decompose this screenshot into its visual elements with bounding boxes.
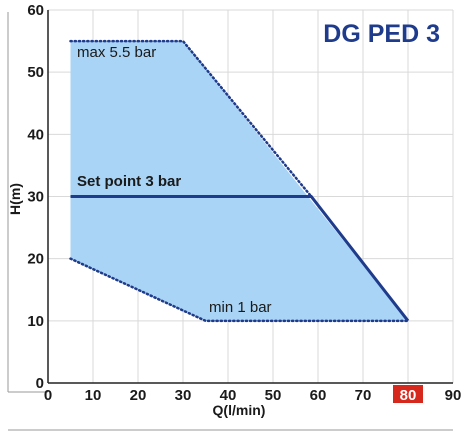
axes	[7, 10, 453, 431]
series-lines	[69, 39, 410, 323]
y-tick-labels: 0 10 20 30 40 50 60	[27, 2, 44, 392]
x-tick-highlight-box	[393, 385, 423, 403]
x-tick-label: 80	[400, 387, 417, 404]
y-tick-label: 30	[27, 189, 44, 206]
annotation-max: max 5.5 bar	[77, 44, 156, 61]
annotation-set-point: Set point 3 bar	[77, 173, 181, 190]
y-axis-label: H(m)	[7, 183, 23, 215]
x-tick-label: 40	[220, 387, 237, 404]
y-tick-label: 50	[27, 64, 44, 81]
x-axis-label: Q(l/min)	[213, 402, 266, 418]
annotation-min: min 1 bar	[209, 299, 272, 316]
y-tick-label: 60	[27, 2, 44, 19]
x-tick-label: 90	[445, 387, 461, 404]
series-line-2	[69, 257, 410, 323]
x-tick-label: 70	[355, 387, 372, 404]
y-tick-label: 20	[27, 251, 44, 268]
x-tick-label: 0	[44, 387, 52, 404]
x-tick-label: 60	[310, 387, 327, 404]
x-tick-label: 10	[85, 387, 102, 404]
x-tick-label: 30	[175, 387, 192, 404]
x-tick-label: 20	[130, 387, 147, 404]
x-tick-label: 50	[265, 387, 282, 404]
operating-region	[70, 41, 408, 321]
y-tick-label: 0	[36, 375, 44, 392]
y-tick-label: 40	[27, 126, 44, 143]
series-line-0	[69, 39, 313, 198]
y-tick-label: 10	[27, 313, 44, 330]
chart-title: DG PED 3	[323, 20, 440, 48]
x-tick-labels: 0 10 20 30 40 50 60 70 80 90	[44, 385, 461, 404]
series-line-1	[70, 195, 410, 322]
